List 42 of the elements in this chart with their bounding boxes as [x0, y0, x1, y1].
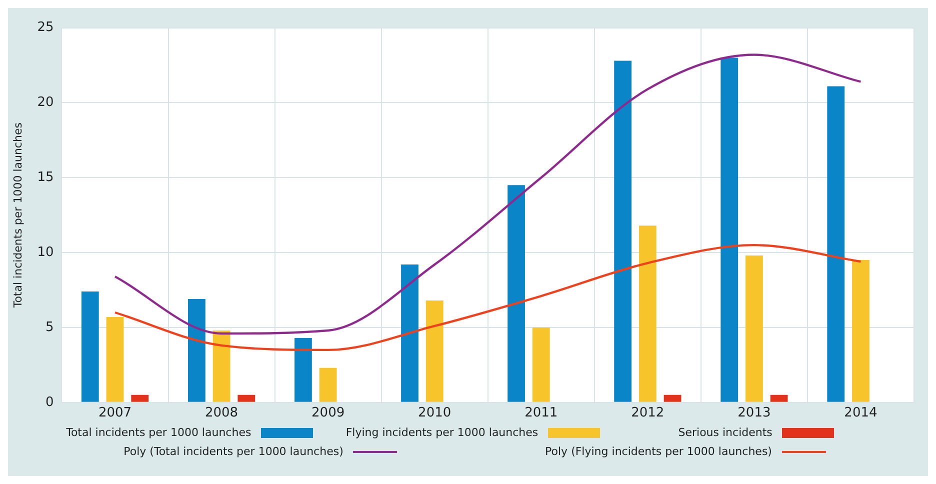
bar — [770, 394, 788, 402]
bar — [212, 330, 230, 402]
legend-label: Poly (Flying incidents per 1000 launches) — [545, 445, 772, 458]
x-tick-label: 2007 — [98, 406, 132, 421]
x-tick-label: 2011 — [524, 406, 558, 421]
bar — [81, 292, 99, 402]
x-tick-label: 2010 — [418, 406, 452, 421]
y-tick-label: 15 — [37, 170, 54, 186]
bar — [720, 58, 738, 402]
bar — [106, 316, 124, 402]
legend-label: Serious incidents — [678, 426, 772, 439]
x-tick-label: 2009 — [312, 406, 345, 421]
bar — [638, 226, 656, 402]
bar — [188, 299, 206, 402]
bar — [746, 256, 763, 402]
x-tick-label: 2014 — [844, 406, 878, 421]
y-tick-label: 5 — [45, 320, 54, 335]
legend-label: Poly (Total incidents per 1000 launches) — [124, 445, 344, 458]
y-tick-label: 10 — [37, 244, 54, 260]
bar — [664, 394, 682, 402]
bar — [614, 60, 632, 402]
legend-label: Total incidents per 1000 launches — [66, 426, 252, 439]
bar — [426, 300, 444, 402]
bar — [131, 394, 149, 402]
y-tick-label: 25 — [37, 20, 54, 36]
y-axis-title: Total incidents per 1000 launches — [11, 122, 24, 309]
line-series — [114, 54, 862, 335]
legend-label: Flying incidents per 1000 launches — [346, 426, 538, 439]
bar — [238, 394, 256, 402]
bar — [319, 368, 337, 402]
bar — [401, 264, 418, 402]
line-series — [114, 244, 862, 352]
x-tick-label: 2008 — [204, 406, 238, 421]
bar — [827, 86, 845, 402]
bar — [294, 338, 312, 402]
x-tick-label: 2013 — [738, 406, 771, 421]
y-tick-label: 0 — [45, 394, 54, 410]
y-tick-label: 20 — [37, 95, 54, 110]
bar — [852, 260, 870, 402]
x-tick-label: 2012 — [631, 406, 664, 421]
bar — [532, 327, 550, 402]
bar — [508, 185, 525, 402]
